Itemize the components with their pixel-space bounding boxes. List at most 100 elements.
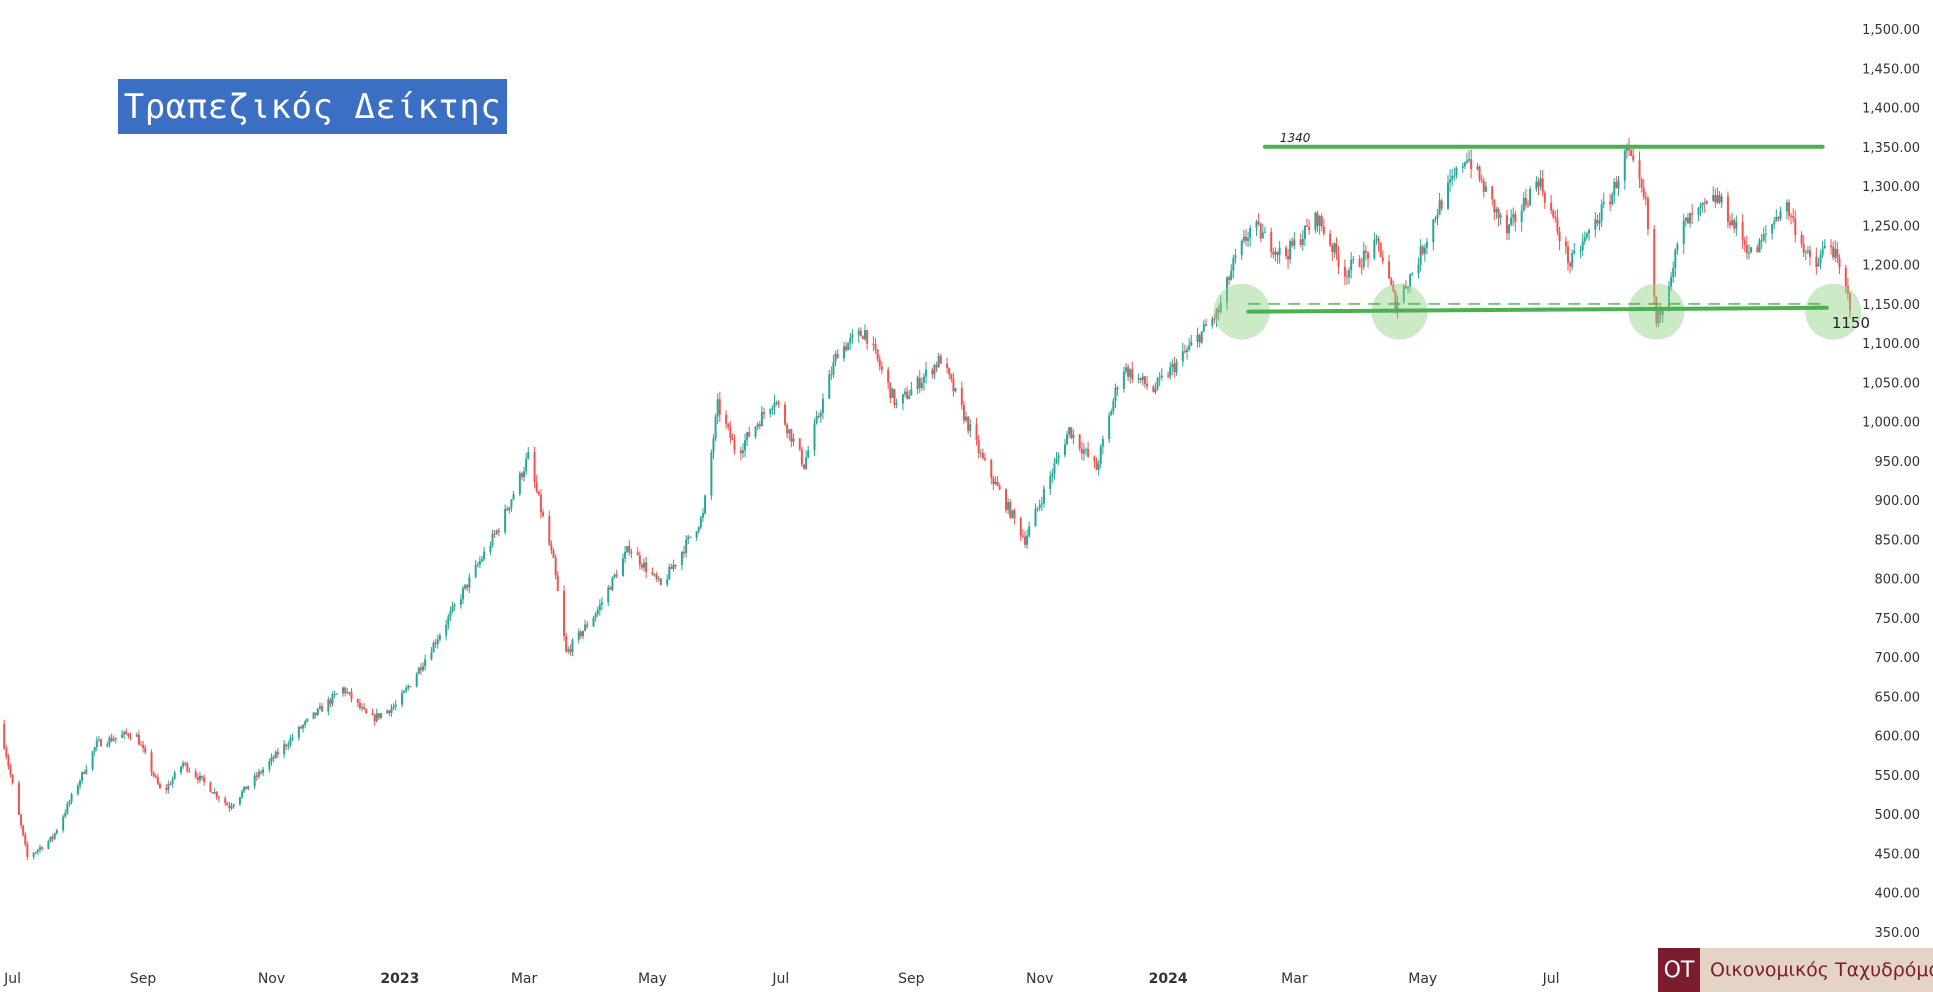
y-tick-label: 650.00 (1875, 690, 1921, 705)
candle-body (1470, 159, 1473, 169)
candle-body (1053, 463, 1056, 474)
candle-body (718, 399, 721, 415)
candle-body (245, 786, 248, 790)
chart-title: Τραπεζικός Δείκτης (118, 79, 507, 134)
candle-body (1646, 198, 1649, 230)
y-tick-label: 1,450.00 (1862, 62, 1920, 77)
candle-body (1379, 242, 1382, 257)
candle-body (1318, 216, 1321, 226)
candle-body (165, 788, 168, 790)
candle-body (135, 734, 138, 737)
candle-body (1108, 415, 1111, 440)
candle-body (1152, 386, 1155, 392)
candle-body (1095, 461, 1098, 470)
candle-body (1411, 273, 1414, 275)
candle-body (1247, 237, 1250, 241)
candle-body (1588, 229, 1591, 234)
candle-body (407, 686, 410, 689)
candle-body (952, 378, 955, 392)
candle-body (306, 718, 309, 722)
candle-body (182, 763, 185, 767)
candle-body (1846, 286, 1849, 294)
candle-body (1508, 224, 1511, 234)
x-tick-label: Nov (1026, 971, 1053, 987)
y-tick-label: 1,250.00 (1862, 219, 1920, 234)
candle-body (857, 330, 860, 335)
y-tick-label: 350.00 (1875, 926, 1921, 941)
candle-body (906, 391, 909, 399)
candle-body (1838, 258, 1841, 268)
candle-body (196, 776, 199, 781)
candle-body (731, 438, 734, 440)
publisher-logo[interactable]: ΟΤ Οικονομικός Ταχυδρόμος (1658, 948, 1933, 992)
candle-body (49, 836, 52, 841)
candle-body (864, 330, 867, 340)
candle-body (1712, 195, 1715, 201)
candle-body (1792, 216, 1795, 219)
candle-body (1036, 507, 1039, 509)
candle-body (1731, 220, 1734, 226)
candle-body (954, 388, 957, 392)
candle-body (100, 739, 103, 747)
candle-body (739, 450, 742, 454)
candle-body (1817, 263, 1820, 267)
candle-body (1497, 208, 1500, 218)
candle-body (1211, 318, 1214, 326)
candle-body (1381, 256, 1384, 262)
y-tick-label: 750.00 (1875, 612, 1921, 627)
candle-body (600, 602, 603, 605)
candle-body (792, 438, 795, 442)
candle-body (1367, 252, 1370, 259)
candle-body (417, 667, 420, 674)
candle-body (1849, 293, 1851, 311)
candle-body (468, 577, 471, 588)
candle-body (659, 578, 662, 585)
candle-body (1278, 247, 1281, 255)
candle-body (361, 707, 364, 709)
candle-body (1419, 246, 1422, 265)
candle-body (327, 699, 330, 712)
candle-body (299, 727, 302, 729)
candle-body (285, 744, 288, 747)
candle-body (1232, 258, 1235, 271)
candle-body (1625, 147, 1628, 152)
candle-body (1644, 196, 1647, 199)
candle-body (584, 624, 587, 631)
candle-body (916, 377, 919, 390)
candle-body (194, 771, 197, 777)
candle-body (342, 687, 345, 694)
candle-body (1775, 216, 1778, 222)
candle-body (241, 791, 244, 798)
candle-body (1051, 473, 1054, 477)
candle-body (1390, 278, 1393, 285)
candle-body (1303, 225, 1306, 239)
candle-body (918, 377, 921, 388)
candle-body (70, 794, 73, 802)
candle-body (760, 412, 763, 427)
candle-body (554, 557, 557, 576)
candle-body (1263, 231, 1266, 233)
candle-body (32, 853, 35, 857)
candle-body (127, 733, 130, 737)
candle-body (1676, 244, 1679, 250)
y-tick-label: 400.00 (1875, 887, 1921, 902)
candle-body (904, 391, 907, 395)
candle-body (1638, 160, 1641, 180)
candle-body (1055, 458, 1058, 464)
candle-body (1823, 245, 1826, 249)
candle-body (1072, 434, 1075, 438)
candle-body (643, 562, 646, 568)
candle-body (1287, 256, 1290, 260)
candle-body (773, 402, 776, 408)
candle-body (1261, 232, 1264, 239)
candle-body (1259, 223, 1262, 239)
candle-body (1198, 334, 1201, 343)
y-tick-label: 700.00 (1875, 651, 1921, 666)
candle-body (849, 337, 852, 343)
candle-body (512, 494, 515, 500)
candle-body (230, 806, 233, 809)
candle-body (462, 588, 465, 600)
candle-body (1154, 388, 1157, 392)
candle-body (748, 432, 751, 437)
candle-body (1642, 187, 1645, 197)
